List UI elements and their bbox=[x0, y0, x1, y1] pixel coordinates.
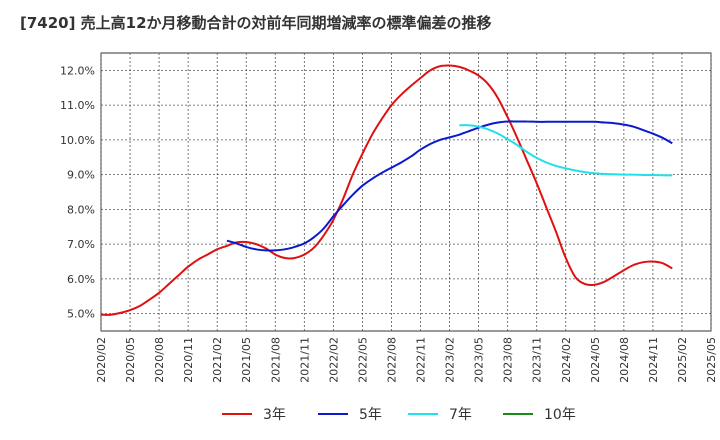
series-line-7年 bbox=[459, 124, 673, 177]
x-tick-label: 2023/08 bbox=[502, 337, 515, 383]
y-tick-label: 11.0% bbox=[60, 99, 95, 112]
x-tick-label: 2024/05 bbox=[589, 337, 602, 383]
x-tick-label: 2024/08 bbox=[618, 337, 631, 383]
x-tick-label: 2020/08 bbox=[153, 337, 166, 383]
legend-label: 3年 bbox=[263, 407, 286, 423]
y-axis-ticks: 5.0% 6.0% 7.0% 8.0% 9.0% 10.0% 11.0% 12.0% bbox=[60, 64, 95, 320]
y-tick-label: 9.0% bbox=[67, 169, 95, 182]
x-tick-label: 2023/11 bbox=[531, 337, 544, 383]
x-tick-label: 2022/05 bbox=[356, 337, 369, 383]
y-tick-label: 12.0% bbox=[60, 64, 95, 77]
x-tick-label: 2025/02 bbox=[676, 337, 689, 383]
x-tick-label: 2020/05 bbox=[124, 337, 137, 383]
y-tick-label: 8.0% bbox=[67, 203, 95, 216]
chart-title: [7420] 売上高12か月移動合計の対前年同期増減率の標準偏差の推移 bbox=[20, 14, 492, 32]
y-tick-label: 10.0% bbox=[60, 134, 95, 147]
x-tick-label: 2022/02 bbox=[327, 337, 340, 383]
x-tick-label: 2021/05 bbox=[240, 337, 253, 383]
y-tick-label: 7.0% bbox=[67, 238, 95, 251]
series-line-5年 bbox=[226, 120, 673, 252]
y-tick-label: 5.0% bbox=[67, 308, 95, 321]
legend-label: 10年 bbox=[544, 407, 576, 423]
y-tick-label: 6.0% bbox=[67, 273, 95, 286]
plot-area bbox=[100, 52, 712, 332]
x-tick-label: 2021/02 bbox=[211, 337, 224, 383]
x-tick-label: 2020/02 bbox=[95, 337, 108, 383]
x-tick-label: 2023/05 bbox=[473, 337, 486, 383]
legend-label: 7年 bbox=[449, 407, 472, 423]
x-tick-label: 2025/05 bbox=[705, 337, 718, 383]
x-tick-label: 2020/11 bbox=[182, 337, 195, 383]
x-tick-label: 2022/08 bbox=[385, 337, 398, 383]
x-tick-label: 2022/11 bbox=[415, 337, 428, 383]
x-tick-label: 2021/08 bbox=[269, 337, 282, 383]
grid bbox=[100, 53, 712, 331]
legend-label: 5年 bbox=[359, 407, 382, 423]
x-tick-label: 2024/11 bbox=[647, 337, 660, 383]
x-tick-label: 2021/11 bbox=[298, 337, 311, 383]
x-axis-ticks: 2020/02 2020/05 2020/08 2020/11 2021/02 2021/… bbox=[95, 337, 718, 383]
x-tick-label: 2024/02 bbox=[560, 337, 573, 383]
legend: 3年 5年 7年 10年 bbox=[222, 407, 576, 423]
series-lines bbox=[100, 64, 673, 316]
series-line-3年 bbox=[100, 64, 673, 316]
x-tick-label: 2023/02 bbox=[444, 337, 457, 383]
